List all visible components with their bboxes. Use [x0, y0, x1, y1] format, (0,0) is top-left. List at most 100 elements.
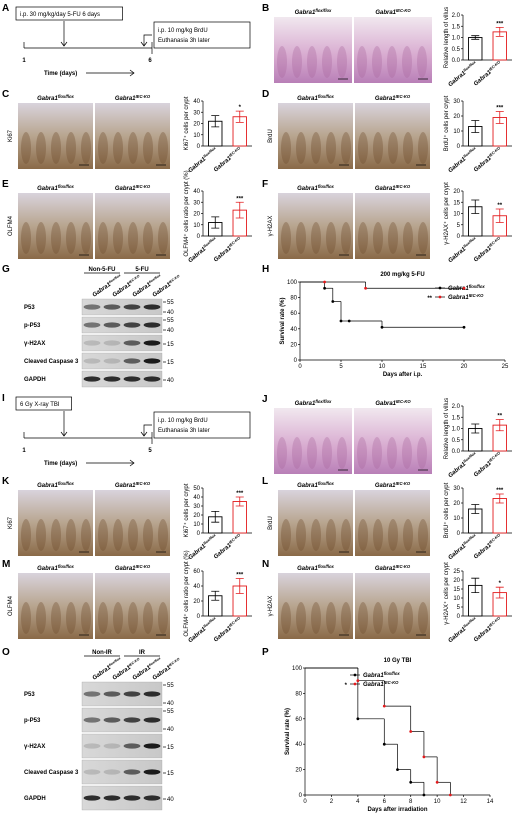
mw-marker: 15 [167, 342, 174, 348]
genotype-label: Gabra1IEC-KO [212, 236, 243, 263]
genotype-superscript: IEC-KO [396, 94, 411, 99]
bar [492, 498, 507, 534]
gene-name: Gabra1 [363, 673, 384, 679]
genotype-label: Gabra1flox/flox [37, 184, 74, 193]
tissue-structure [403, 602, 413, 634]
y-tick-label: 20 [193, 122, 200, 128]
y-tick-label: 2.0 [452, 13, 461, 19]
tissue-structure [296, 602, 306, 634]
y-tick-label: 15 [453, 200, 460, 206]
blot-band [103, 322, 121, 328]
gene-name: Gabra1 [375, 186, 396, 192]
event-marker [380, 325, 384, 329]
arrow [60, 21, 68, 47]
timeline-label: Euthanasia 3h later [158, 428, 210, 434]
gene-name: Gabra1 [295, 401, 316, 407]
micrograph [355, 490, 430, 556]
tissue-structure [373, 519, 383, 551]
error-bar [211, 216, 220, 229]
panel-letter: M [2, 559, 10, 570]
gene-name: Gabra1 [37, 96, 58, 102]
y-tick-label: 30 [453, 99, 460, 105]
tissue-structure [128, 602, 138, 634]
timeline-label: Euthanasia 3h later [158, 38, 210, 44]
blot-band [123, 358, 141, 364]
error-bar [495, 493, 504, 504]
panel-letter: A [2, 3, 9, 14]
stain-label: OLFM4 [8, 215, 14, 236]
tissue-structure [21, 132, 31, 164]
event-marker [422, 793, 426, 797]
micrograph [18, 103, 93, 169]
genotype-superscript: IEC-KO [168, 274, 181, 284]
group-label: Non-5-FU [89, 267, 116, 273]
error-bar [211, 115, 220, 128]
timeline-day: 6 [148, 58, 152, 64]
y-tick-label: 10 [453, 129, 460, 135]
significance: *** [236, 573, 244, 579]
tissue-structure [281, 132, 291, 164]
genotype-superscript: flox/flox [148, 656, 162, 668]
tissue-structure [402, 46, 412, 78]
blot-band [143, 717, 161, 723]
error-bar [471, 120, 480, 133]
gene-name: Gabra1 [448, 286, 469, 292]
mw-marker: 15 [167, 745, 174, 751]
y-tick-label: 20 [193, 513, 200, 519]
tissue-structure [417, 437, 427, 469]
panel-letter: I [2, 393, 5, 404]
genotype-superscript: IEC-KO [488, 146, 501, 158]
blot-band [123, 322, 141, 328]
y-tick-label: 0.5 [452, 47, 461, 53]
tissue-structure [36, 222, 46, 254]
tissue-structure [281, 602, 291, 634]
genotype-superscript: flox/flox [315, 399, 332, 404]
genotype-label: Gabra1IEC-KO [212, 533, 243, 560]
tissue-structure [277, 46, 287, 78]
genotype-superscript: IEC-KO [136, 184, 151, 189]
y-tick-label: 10 [453, 212, 460, 218]
mw-marker: 40 [167, 701, 174, 707]
chart-title: 200 mg/kg 5-FU [380, 272, 424, 278]
tissue-structure [81, 132, 91, 164]
tissue-structure [113, 132, 123, 164]
error-bar [471, 199, 480, 214]
genotype-label: Gabra1IEC-KO [375, 399, 411, 408]
blot-band [123, 743, 141, 749]
genotype-label: Gabra1flox/flox [37, 564, 74, 573]
tissue-structure [66, 602, 76, 634]
micrograph [18, 193, 93, 259]
y-tick-label: 0 [197, 614, 201, 620]
tissue-structure [296, 222, 306, 254]
tissue-structure [296, 132, 306, 164]
tissue-structure [322, 437, 332, 469]
error-bar [235, 578, 244, 594]
y-tick-label: 10 [193, 133, 200, 139]
tissue-structure [113, 519, 123, 551]
blot-band [83, 304, 101, 310]
tissue-structure [357, 46, 367, 78]
tissue-structure [388, 222, 398, 254]
panel-letter: L [262, 476, 268, 487]
blot-row-label: GAPDH [24, 796, 46, 802]
genotype-superscript: flox/flox [463, 533, 478, 546]
genotype-superscript: IEC-KO [488, 616, 501, 628]
genotype-superscript: IEC-KO [488, 60, 501, 72]
event-marker [435, 780, 439, 784]
blot-band [123, 304, 141, 310]
genotype-label: Gabra1flox/flox [295, 399, 332, 408]
event-marker [364, 286, 367, 290]
error-bar [495, 419, 504, 432]
tissue-structure [307, 46, 317, 78]
genotype-superscript: flox/flox [203, 616, 218, 629]
tissue-structure [326, 222, 336, 254]
blot-strip [81, 370, 163, 388]
x-tick-label: 25 [502, 364, 509, 370]
label-box [153, 411, 251, 439]
y-tick-label: 40 [193, 495, 200, 501]
tissue-structure [372, 46, 382, 78]
genotype-superscript: flox/flox [58, 481, 75, 486]
blot-band [83, 769, 101, 775]
error-bar [235, 201, 244, 219]
blot-band [83, 376, 101, 382]
